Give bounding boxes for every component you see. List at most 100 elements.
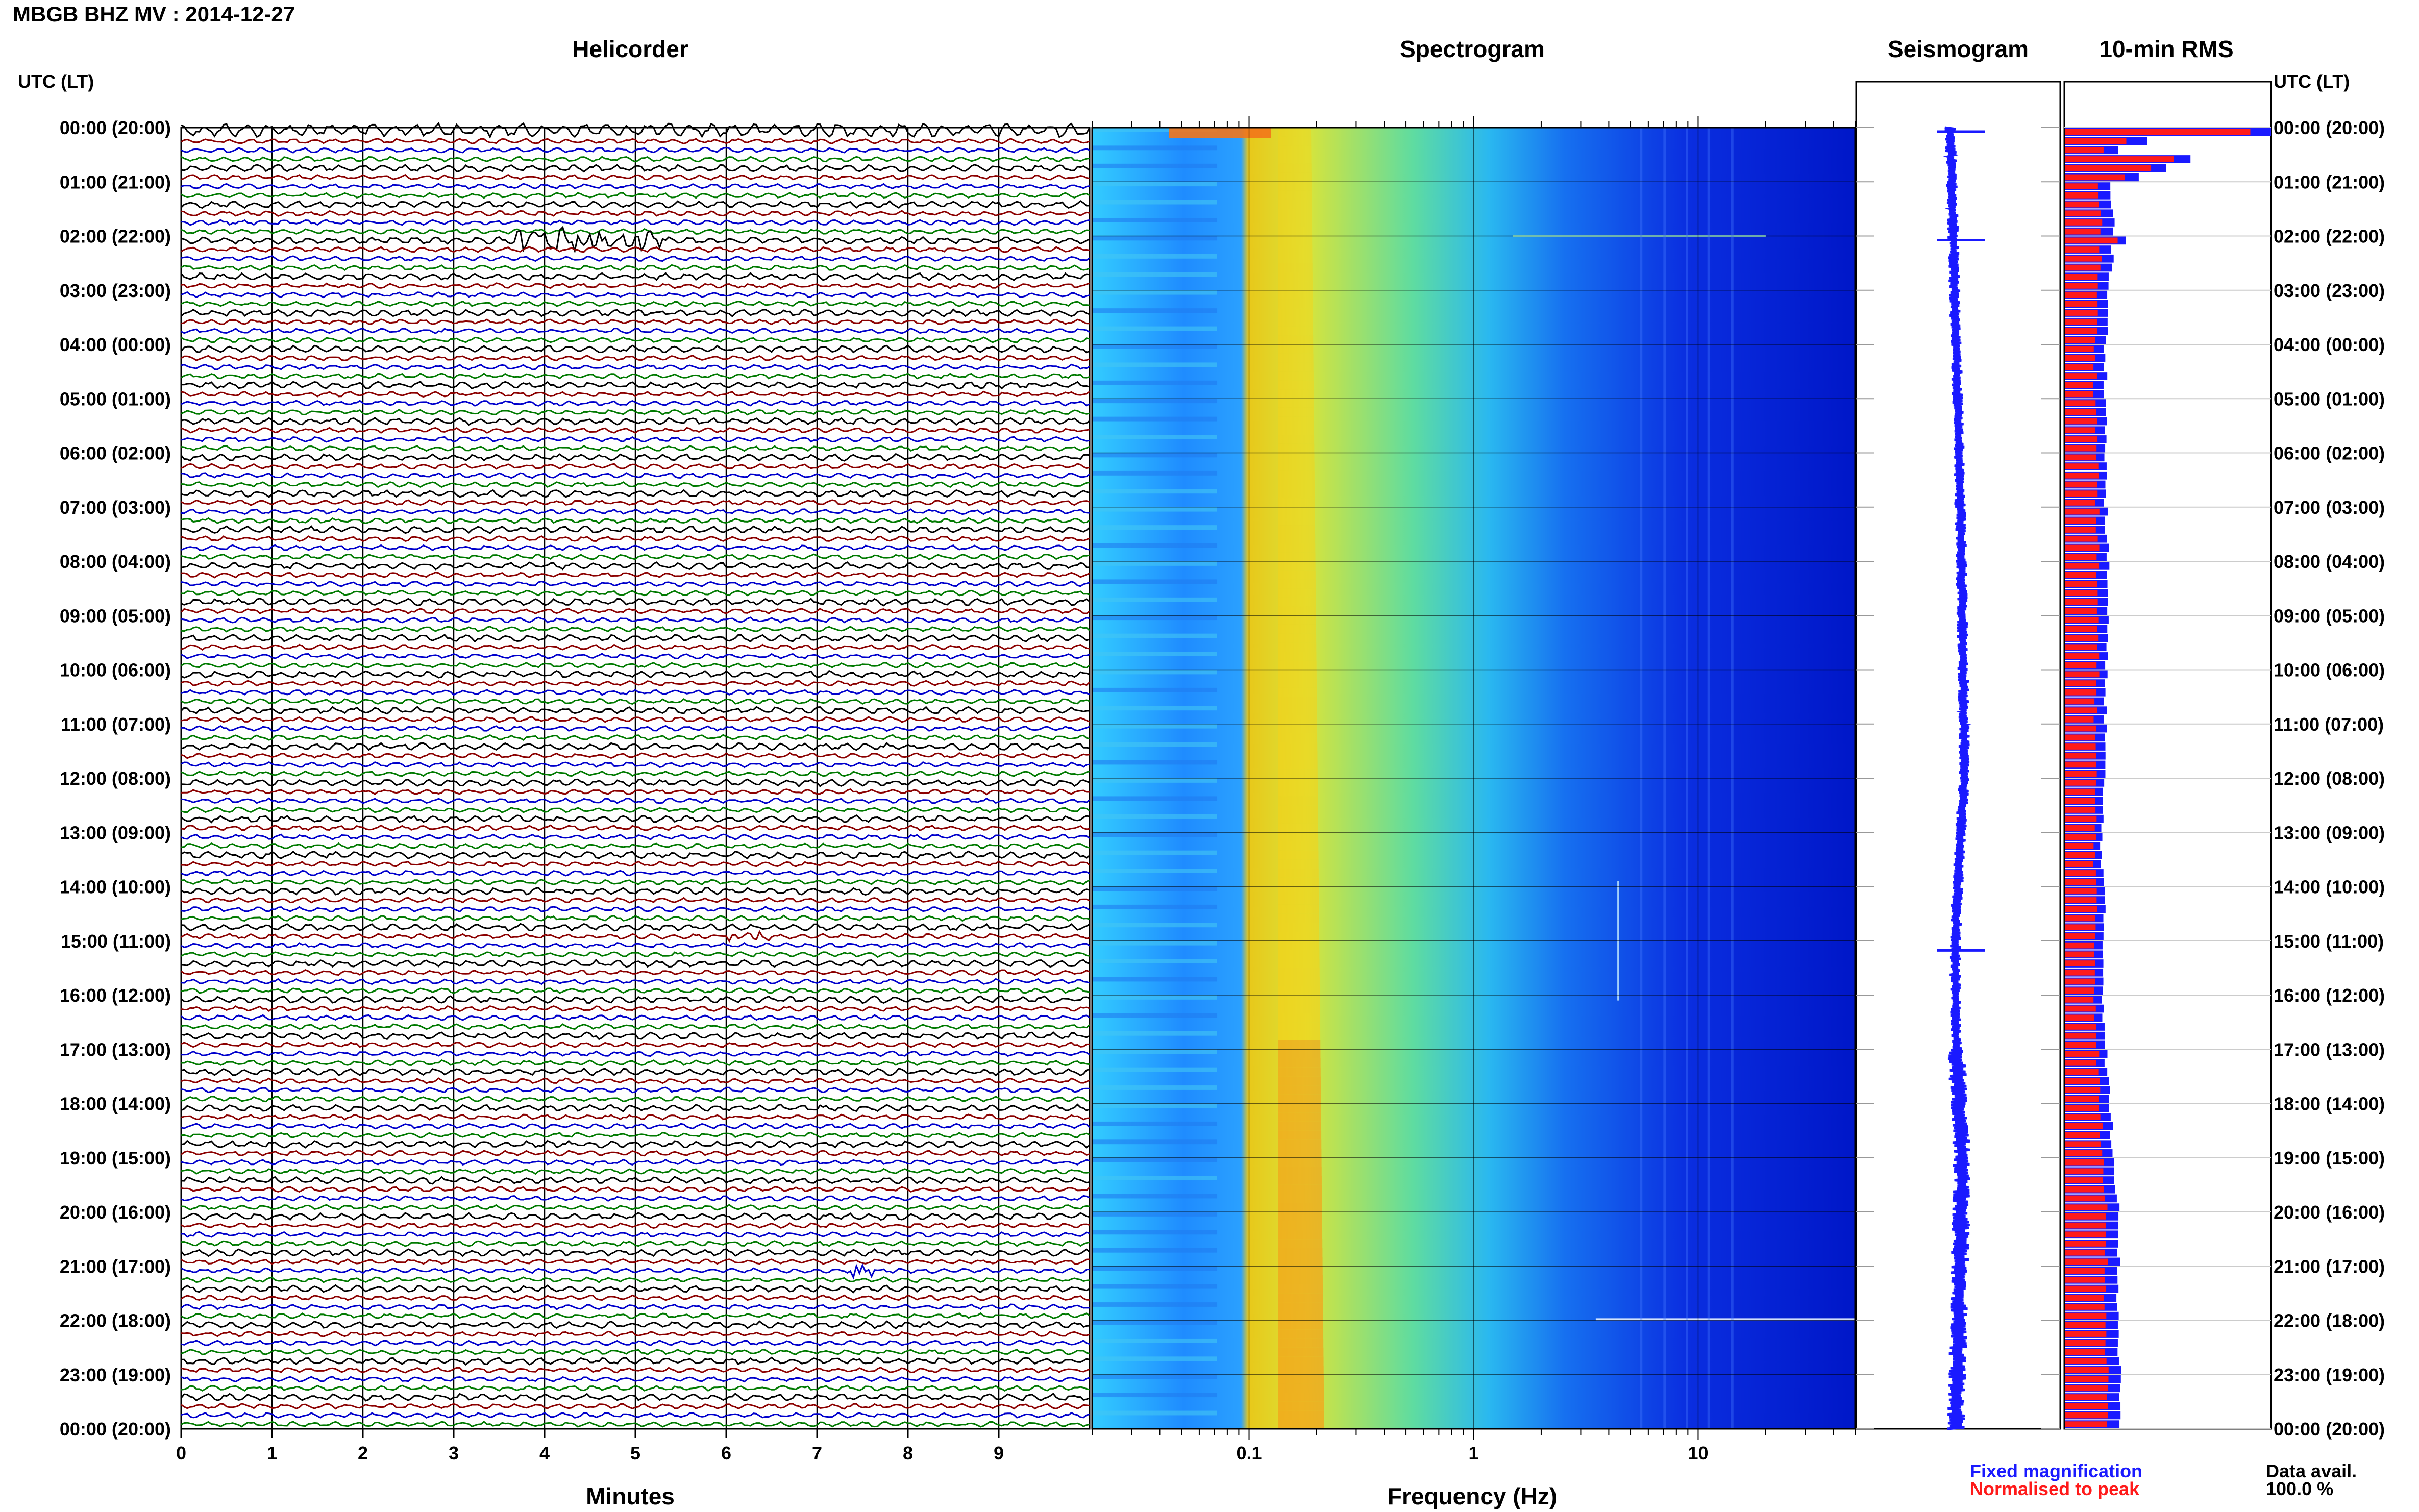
rms-bar-normalised [2064,1222,2106,1229]
spectrogram-peak-band [1278,670,1317,679]
helicorder-trace [181,607,1090,615]
spectrogram-peak-band [1278,796,1318,806]
time-label-left: 01:00 (21:00) [60,171,171,192]
time-labels-left: 00:00 (20:00) 01:00 (21:00) 02:00 (22:00) 0… [60,117,171,1440]
spectrogram-lowfreq-band [1092,796,1218,801]
spectrogram-lowfreq-band [1092,1194,1218,1199]
spectrogram-peak-band [1278,1275,1323,1284]
spectrogram-peak-band [1278,443,1315,453]
spectrogram-peak-band [1278,1031,1321,1040]
spectrogram-lowfreq-band [1092,1031,1218,1036]
rms-bar-normalised [2064,147,2104,154]
spectrogram-lowfreq-band [1092,886,1218,891]
spectrogram-lowfreq-band [1092,182,1218,187]
rms-bar-normalised [2064,1394,2107,1400]
rms-bar-normalised [2064,1159,2104,1166]
time-label-right: 00:00 (20:00) [2274,117,2385,138]
spectrogram-peak-band [1278,1184,1322,1194]
spectrogram-lowfreq-band [1092,1013,1218,1018]
rms-bar-normalised [2064,1177,2104,1183]
spectrogram-peak-band [1278,1311,1323,1321]
rms-panel [2063,81,2272,1430]
helicorder-trace [181,291,1090,299]
spectrogram-peak-band [1278,326,1313,336]
helicorder-tick-label: 6 [721,1443,731,1464]
helicorder-tick-label: 3 [449,1443,459,1464]
spectrogram-peak-band [1278,814,1318,824]
rms-bar-normalised [2064,1231,2106,1238]
time-label-right: 17:00 (13:00) [2274,1039,2385,1060]
helicorder-trace [181,445,1090,452]
rms-bar-normalised [2064,771,2097,777]
spectrogram-peak-band [1278,570,1316,580]
time-label-right: 08:00 (04:00) [2274,551,2385,572]
spectrogram-lowfreq-band [1092,507,1218,512]
rms-bar-normalised [2064,626,2097,632]
rms-bar-normalised [2064,544,2100,551]
spectrogram-peak-band [1278,1004,1320,1013]
spectrogram-lowfreq-band [1092,236,1218,241]
helicorder-trace [181,778,1090,787]
spectrogram-peak-band [1278,561,1316,571]
rms-bar-normalised [2064,228,2101,235]
spectrogram-lowfreq-band [1092,869,1218,873]
rms-bar-normalised [2064,328,2097,334]
spectrogram-peak-band [1278,1049,1321,1058]
rms-bar-normalised [2064,870,2096,876]
helicorder-trace [181,219,1090,226]
rms-bar-normalised [2064,183,2098,189]
spectrogram-peak-band [1278,1347,1324,1357]
spectrogram-peak-band [1278,299,1313,309]
spectrogram-lowfreq-band [1092,399,1218,404]
helicorder-trace [181,1411,1090,1419]
spectrogram-peak-band [1278,1420,1324,1429]
spectrogram-tick-label: 0.1 [1237,1443,1262,1464]
spectrogram-gridlines [1092,128,1855,1429]
helicorder-trace [181,1059,1090,1067]
spectrogram-peak-band [1278,1257,1323,1267]
helicorder-trace [181,1403,1090,1410]
rms-bar-normalised [2064,1331,2107,1337]
helicorder-trace [181,806,1090,813]
spectrogram-lowfreq-band [1092,1338,1218,1343]
spectrogram-peak-band [1278,968,1320,977]
helicorder-trace [181,923,1090,932]
rms-bar-normalised [2064,283,2098,289]
spectrogram-peak-band [1278,426,1314,435]
rms-bar-normalised [2064,653,2100,659]
helicorder-trace [181,1240,1090,1247]
spectrogram-peak-band [1278,1401,1324,1411]
spectrogram-peak-band [1278,1103,1321,1113]
spectrogram-peak-band [1278,679,1317,688]
helicorder-panel: 0 1 2 3 4 5 6 7 8 9 Minutes [176,122,1091,1509]
time-label-right: 07:00 (03:00) [2274,497,2385,518]
spectrogram-lowfreq-band [1092,1248,1218,1253]
helicorder-trace [181,1393,1090,1402]
rms-bar-normalised [2064,780,2096,786]
time-label-left: 12:00 (08:00) [60,768,171,789]
time-label-left: 05:00 (01:00) [60,388,171,409]
time-label-left: 13:00 (09:00) [60,822,171,843]
helicorder-trace [181,824,1090,832]
time-label-right: 11:00 (07:00) [2274,714,2384,735]
spectrogram-lowfreq-band [1092,453,1218,458]
spectrogram-peak-band [1278,1338,1324,1348]
time-label-left: 11:00 (07:00) [61,714,171,735]
helicorder-trace [181,1356,1090,1366]
rms-bar-normalised [2064,310,2098,316]
rms-bar-normalised [2064,942,2094,949]
spectrogram-peak-band [1278,317,1313,327]
spectrogram-peak-band [1278,200,1312,209]
spectrogram-title: Spectrogram [1400,36,1545,62]
rms-bar-normalised [2064,978,2095,985]
rms-bar-normalised [2064,1186,2104,1193]
helicorder-trace [181,499,1090,506]
rms-bar-normalised [2064,1213,2106,1220]
spectrogram-peak-band [1278,687,1317,697]
rms-bar-normalised [2064,1087,2101,1093]
helicorder-tick-label: 1 [267,1443,277,1464]
rms-bar-normalised [2064,454,2096,461]
spectrogram-peak-band [1278,904,1319,914]
spectrogram-lowfreq-band [1092,435,1218,439]
spectrogram-peak-band [1278,652,1317,661]
